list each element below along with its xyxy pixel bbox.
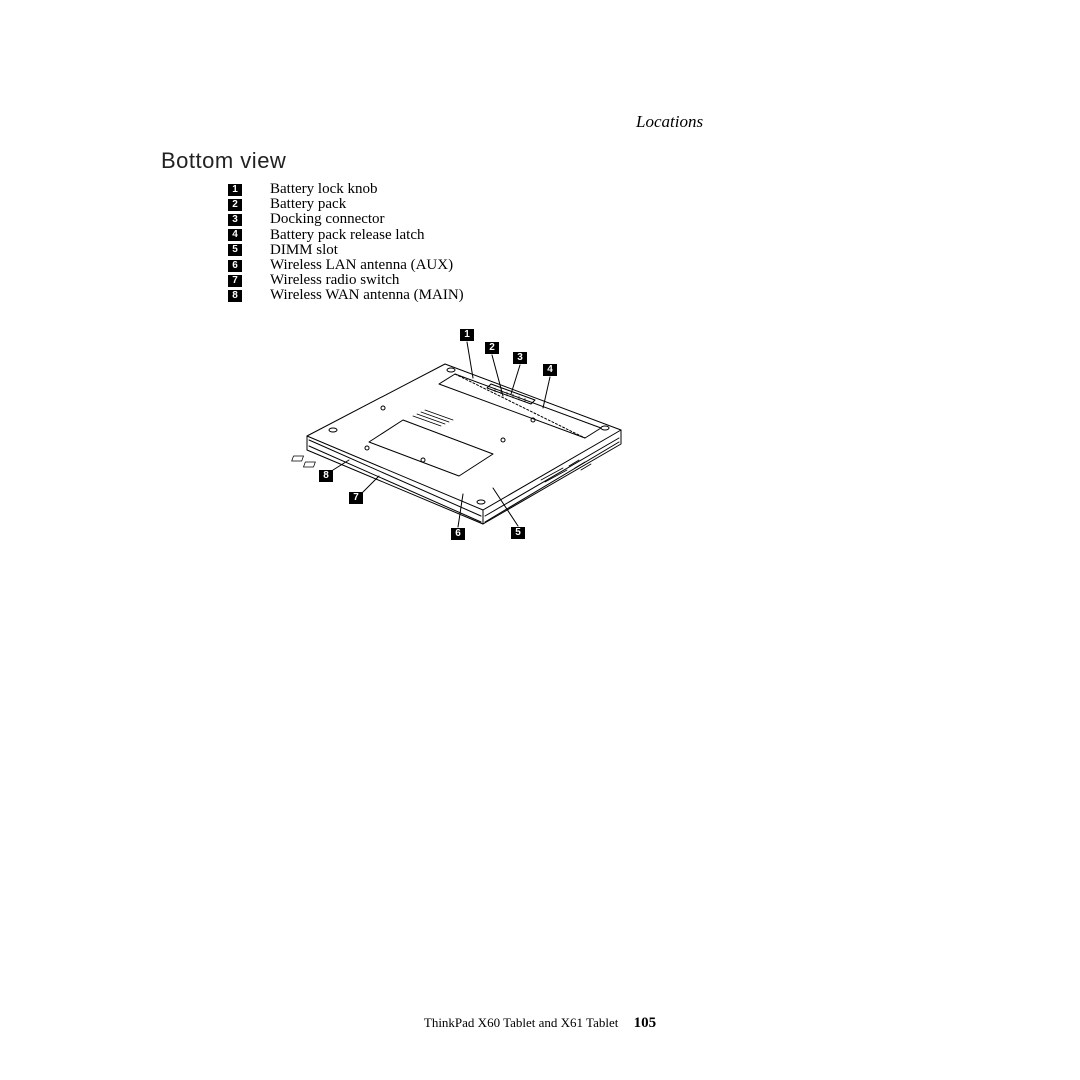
legend-badge: 2 bbox=[228, 199, 242, 211]
legend-label: Battery pack bbox=[270, 197, 346, 212]
legend-label: Wireless WAN antenna (MAIN) bbox=[270, 288, 464, 303]
figure-callout-badge: 8 bbox=[319, 470, 333, 482]
legend-badge: 4 bbox=[228, 229, 242, 241]
figure-callout-badge: 7 bbox=[349, 492, 363, 504]
legend-label: Battery lock knob bbox=[270, 182, 377, 197]
figure-callout-badge: 3 bbox=[513, 352, 527, 364]
legend-item: 1 Battery lock knob bbox=[228, 182, 464, 197]
legend-list: 1 Battery lock knob 2 Battery pack 3 Doc… bbox=[228, 182, 464, 304]
running-header: Locations bbox=[636, 112, 703, 132]
legend-item: 5 DIMM slot bbox=[228, 243, 464, 258]
legend-badge: 7 bbox=[228, 275, 242, 287]
legend-item: 7 Wireless radio switch bbox=[228, 273, 464, 288]
legend-badge: 8 bbox=[228, 290, 242, 302]
legend-item: 2 Battery pack bbox=[228, 197, 464, 212]
legend-item: 6 Wireless LAN antenna (AUX) bbox=[228, 258, 464, 273]
figure-callout-badge: 5 bbox=[511, 527, 525, 539]
legend-item: 3 Docking connector bbox=[228, 212, 464, 227]
footer-page-number: 105 bbox=[634, 1015, 657, 1031]
legend-badge: 5 bbox=[228, 244, 242, 256]
footer-doc-title: ThinkPad X60 Tablet and X61 Tablet bbox=[424, 1015, 618, 1030]
legend-badge: 3 bbox=[228, 214, 242, 226]
legend-label: Docking connector bbox=[270, 212, 385, 227]
legend-item: 4 Battery pack release latch bbox=[228, 228, 464, 243]
figure-callout-badge: 2 bbox=[485, 342, 499, 354]
figure-callout-badge: 4 bbox=[543, 364, 557, 376]
legend-label: Wireless LAN antenna (AUX) bbox=[270, 258, 453, 273]
figure-callout-badge: 6 bbox=[451, 528, 465, 540]
bottom-view-diagram: 12 3 4 5 6 7 8 bbox=[283, 320, 637, 560]
legend-badge: 6 bbox=[228, 260, 242, 272]
legend-label: DIMM slot bbox=[270, 243, 338, 258]
legend-badge: 1 bbox=[228, 184, 242, 196]
page-footer: ThinkPad X60 Tablet and X61 Tablet 105 bbox=[0, 1015, 1080, 1032]
legend-label: Wireless radio switch bbox=[270, 273, 399, 288]
figure-callout-badge: 1 bbox=[460, 329, 474, 341]
document-page: Locations Bottom view 1 Battery lock kno… bbox=[0, 0, 1080, 1080]
page-title: Bottom view bbox=[161, 148, 286, 174]
legend-label: Battery pack release latch bbox=[270, 228, 425, 243]
legend-item: 8 Wireless WAN antenna (MAIN) bbox=[228, 288, 464, 303]
laptop-bottom-svg bbox=[283, 320, 637, 560]
